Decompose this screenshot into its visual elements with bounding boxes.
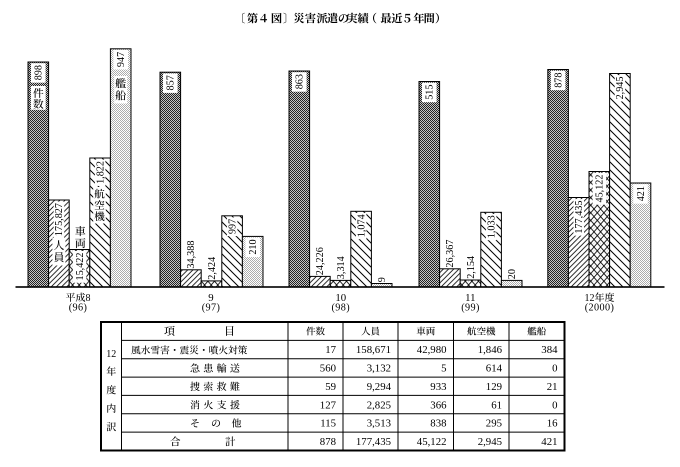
svg-text:1,846: 1,846	[478, 344, 503, 356]
svg-text:12: 12	[585, 293, 595, 304]
svg-text:2,945: 2,945	[615, 77, 626, 100]
svg-text:2,825: 2,825	[367, 399, 391, 411]
svg-text:997: 997	[227, 219, 238, 234]
svg-text:560: 560	[320, 363, 336, 375]
svg-text:3,132: 3,132	[367, 363, 391, 375]
svg-text:(97): (97)	[202, 303, 221, 314]
svg-text:(2000): (2000)	[585, 303, 615, 314]
svg-text:127: 127	[320, 399, 337, 411]
svg-text:(99): (99)	[461, 303, 480, 314]
svg-text:3,513: 3,513	[367, 418, 391, 430]
svg-text:177,435: 177,435	[356, 436, 391, 448]
svg-text:115: 115	[320, 418, 336, 430]
svg-text:210: 210	[248, 239, 259, 254]
svg-text:1,033: 1,033	[486, 215, 497, 238]
svg-text:8: 8	[86, 293, 91, 304]
svg-text:59: 59	[325, 381, 336, 393]
svg-text:863: 863	[295, 74, 306, 89]
svg-text:177,435: 177,435	[574, 201, 585, 234]
svg-text:878: 878	[553, 73, 564, 88]
svg-text:898: 898	[34, 65, 45, 80]
svg-text:129: 129	[486, 381, 502, 393]
svg-text:3,314: 3,314	[336, 256, 347, 279]
svg-text:384: 384	[541, 344, 558, 356]
svg-text:24,226: 24,226	[315, 247, 326, 275]
svg-text:295: 295	[486, 418, 502, 430]
svg-text:17: 17	[325, 344, 336, 356]
svg-text:0: 0	[552, 363, 557, 375]
svg-text:1,074: 1,074	[356, 214, 367, 237]
svg-text:5: 5	[441, 363, 446, 375]
svg-text:15,422: 15,422	[75, 253, 86, 281]
svg-text:11: 11	[465, 292, 475, 304]
svg-text:614: 614	[486, 363, 503, 375]
svg-text:45,122: 45,122	[595, 175, 606, 203]
svg-text:933: 933	[430, 381, 446, 393]
svg-text:61: 61	[491, 399, 502, 411]
svg-text:20: 20	[507, 269, 518, 279]
svg-text:158,671: 158,671	[356, 344, 391, 356]
svg-text:10: 10	[335, 292, 346, 304]
svg-text:34,388: 34,388	[186, 241, 197, 269]
svg-text:175,827: 175,827	[54, 203, 65, 236]
svg-text:12: 12	[106, 349, 116, 360]
svg-text:45,122: 45,122	[417, 436, 447, 448]
svg-text:421: 421	[636, 186, 647, 201]
svg-text:9: 9	[377, 277, 388, 282]
svg-text:(96): (96)	[69, 303, 88, 314]
svg-text:366: 366	[430, 399, 447, 411]
svg-text:42,980: 42,980	[417, 344, 447, 356]
svg-text:947: 947	[116, 52, 127, 67]
svg-text:26,367: 26,367	[445, 240, 456, 268]
svg-text:21: 21	[547, 381, 558, 393]
svg-text:2,424: 2,424	[207, 257, 218, 280]
svg-text:515: 515	[425, 85, 436, 100]
svg-text:1,822: 1,822	[95, 161, 106, 184]
svg-text:9,294: 9,294	[367, 381, 392, 393]
svg-text:0: 0	[552, 399, 557, 411]
svg-text:9: 9	[208, 292, 213, 304]
svg-text:2,945: 2,945	[478, 436, 502, 448]
svg-text:421: 421	[541, 436, 557, 448]
svg-text:878: 878	[320, 436, 336, 448]
svg-text:(98): (98)	[331, 303, 350, 314]
svg-text:857: 857	[166, 75, 177, 90]
svg-text:838: 838	[430, 418, 446, 430]
svg-text:2,154: 2,154	[466, 256, 477, 279]
svg-text:16: 16	[547, 418, 558, 430]
